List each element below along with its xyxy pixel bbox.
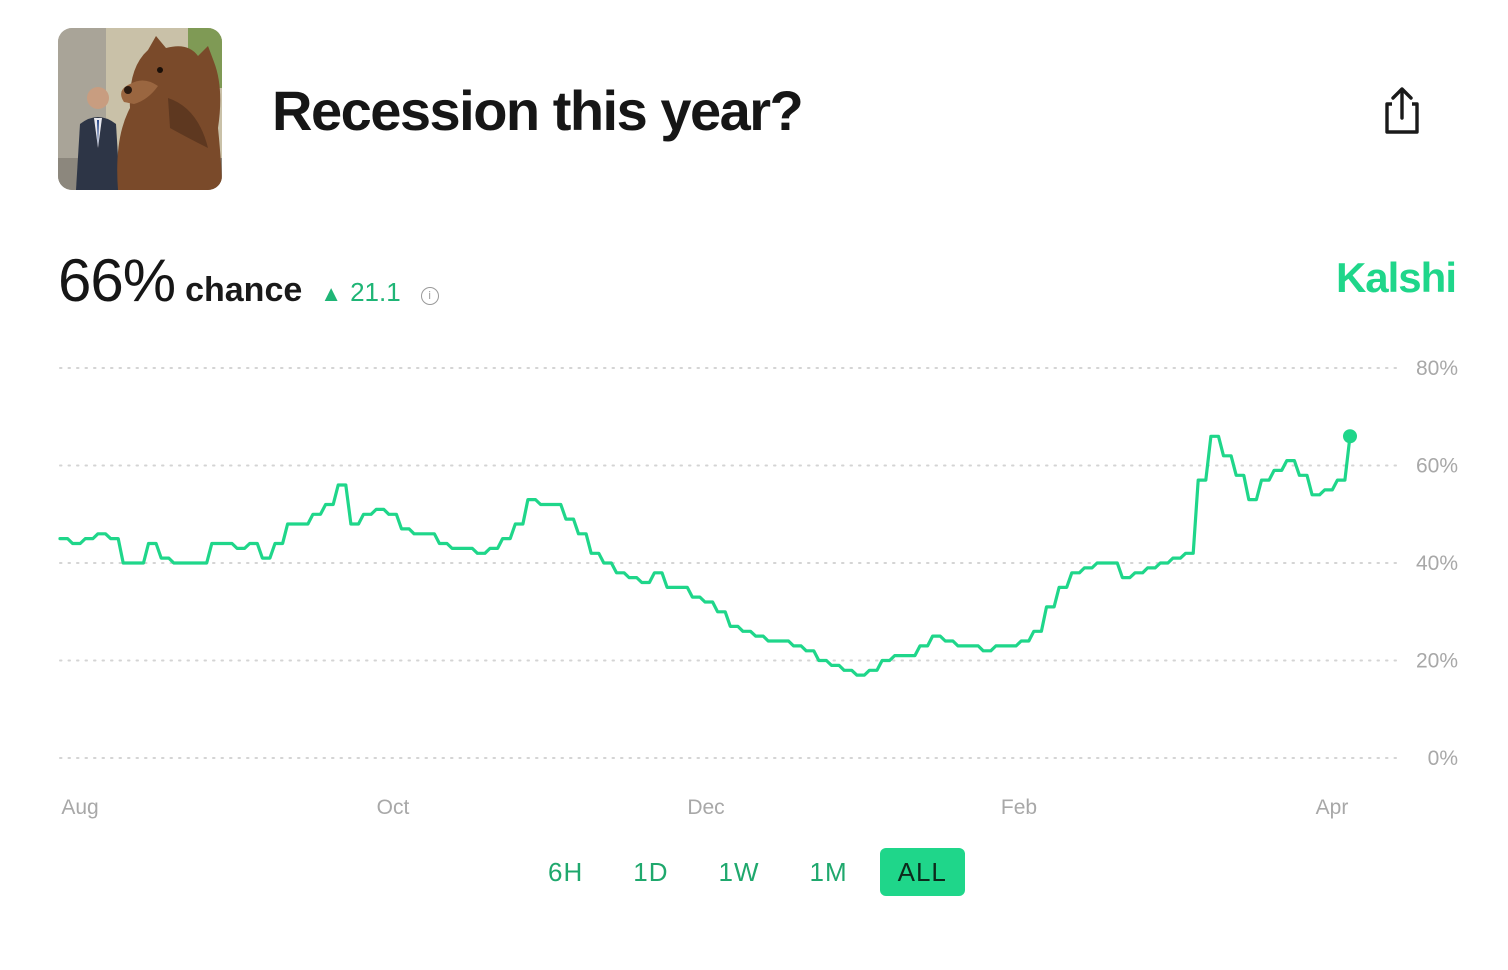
y-tick-backdrop <box>1400 646 1460 675</box>
y-tick-label: 0% <box>1428 747 1458 770</box>
y-tick-label: 60% <box>1416 455 1458 478</box>
current-value-dot <box>1343 429 1357 444</box>
y-tick-backdrop <box>1400 451 1460 480</box>
tab-1w[interactable]: 1W <box>718 857 760 887</box>
y-tick-backdrop <box>1400 744 1460 772</box>
probability-summary: 66% chance ▲ 21.1 i <box>58 246 439 316</box>
series-line <box>58 434 1352 677</box>
market-thumbnail <box>58 28 222 190</box>
chart-series <box>58 429 1357 677</box>
probability-value: 66% <box>58 247 176 314</box>
info-icon[interactable]: i <box>420 287 439 305</box>
x-tick-label: Aug <box>61 796 98 819</box>
probability-chart: 80% 60% 40% 20% 0% Aug Oct Dec Feb Apr <box>58 354 1460 819</box>
tab-all[interactable]: ALL <box>879 848 965 896</box>
x-axis: Aug Oct Dec Feb Apr <box>61 796 1348 819</box>
triangle-up-icon: ▲ <box>320 281 343 306</box>
tab-6h[interactable]: 6H <box>548 857 584 887</box>
x-tick-label: Feb <box>1001 796 1037 819</box>
y-tick-backdrop <box>1400 549 1460 577</box>
y-tick-label: 80% <box>1416 357 1458 380</box>
share-button[interactable] <box>1378 84 1426 136</box>
change-value: 21.1 <box>350 277 401 307</box>
x-tick-label: Oct <box>377 796 410 819</box>
tab-1m[interactable]: 1M <box>809 857 848 887</box>
x-tick-label: Dec <box>687 796 724 819</box>
chart-grid <box>59 367 1456 759</box>
change-indicator: ▲ 21.1 <box>320 277 400 308</box>
bear-statue-photo <box>58 28 222 190</box>
y-tick-label: 20% <box>1416 650 1458 673</box>
y-tick-label: 40% <box>1416 552 1458 575</box>
share-icon <box>1385 87 1419 134</box>
tab-1d[interactable]: 1D <box>633 857 669 887</box>
time-range-tabs: 6H 1D 1W 1M ALL <box>530 848 979 896</box>
y-tick-backdrop <box>1400 354 1460 382</box>
y-axis: 80% 60% 40% 20% 0% <box>1400 354 1460 772</box>
x-tick-label: Apr <box>1316 796 1349 819</box>
brand-logo: Kalshi <box>1335 254 1457 301</box>
chance-label: chance <box>185 271 303 309</box>
market-title: Recession this year? <box>272 79 804 142</box>
